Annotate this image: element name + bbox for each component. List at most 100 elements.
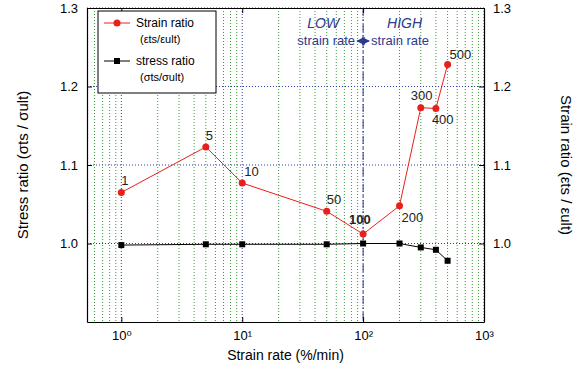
legend-marker <box>114 58 120 64</box>
legend-label: Strain ratio <box>136 16 194 30</box>
region-label: LOW <box>307 15 341 31</box>
minor-grid-line <box>344 8 345 322</box>
minor-grid-line <box>230 8 231 322</box>
legend-note: (σts/σult) <box>140 71 184 83</box>
tick: 10¹ <box>233 317 252 343</box>
tick-mark <box>363 8 364 13</box>
axis: 10⁰ 10¹ 10² 10³ <box>88 317 495 343</box>
legend-note: (εts/εult) <box>140 33 180 45</box>
data-point <box>239 241 245 247</box>
data-point <box>445 258 451 264</box>
data-point <box>324 241 330 247</box>
tick: 1.2 <box>60 79 92 94</box>
point-label: 100 <box>349 212 371 227</box>
tick-label: 10¹ <box>233 328 252 343</box>
point-label: 500 <box>450 47 472 62</box>
tick-label: 1.0 <box>493 236 511 251</box>
tick: 10² <box>354 317 373 343</box>
axis-line <box>88 322 485 323</box>
tick-label: 1.1 <box>493 158 511 173</box>
region-label: strain rate <box>297 33 355 48</box>
tick-label: 10⁰ <box>112 328 132 343</box>
tick-mark <box>479 244 484 245</box>
y2-axis-title: Strain ratio (εts / εult) <box>558 95 575 235</box>
tick-mark <box>479 165 484 166</box>
data-point <box>396 202 403 209</box>
point-label: 200 <box>402 210 424 225</box>
tick <box>363 8 364 13</box>
tick: 1.1 <box>479 158 511 173</box>
x-axis-title: Strain rate (%/min) <box>227 347 344 363</box>
tick-mark <box>363 317 364 322</box>
data-point <box>397 241 403 247</box>
axis: 1.0 1.1 1.2 1.3 <box>60 1 92 323</box>
tick: 10⁰ <box>112 317 132 343</box>
tick-label: 10³ <box>475 328 494 343</box>
data-point <box>418 244 424 250</box>
tick-mark <box>87 244 92 245</box>
point-label: 300 <box>411 88 433 103</box>
tick: 1.0 <box>479 236 511 251</box>
region-label: strain rate <box>371 33 429 48</box>
data-point <box>118 242 124 248</box>
tick-mark <box>87 8 92 9</box>
data-point <box>203 241 209 247</box>
tick-label: 1.2 <box>60 79 78 94</box>
point-label: 10 <box>244 164 258 179</box>
legend-box <box>98 11 216 93</box>
tick: 1.3 <box>60 1 92 16</box>
tick: 1.1 <box>60 158 92 173</box>
tick-label: 1.3 <box>60 1 78 16</box>
grid <box>87 8 484 322</box>
axis-line <box>88 8 485 9</box>
y-axis-title: Stress ratio (σts / σult) <box>14 91 31 240</box>
region-arrow <box>357 40 369 41</box>
point-label: 400 <box>432 112 454 127</box>
tick: 1.2 <box>479 79 511 94</box>
tick-label: 10² <box>354 328 373 343</box>
tick-mark <box>479 87 484 88</box>
grid-line <box>87 8 484 9</box>
plot: LOW strain rate HIGH strain rate 1 5 10 50 100 20… <box>60 1 511 344</box>
grid-line <box>363 8 364 322</box>
tick-mark <box>479 8 484 9</box>
legend-label: stress ratio <box>136 54 195 68</box>
legend: Strain ratio (εts/εult) stress ratio (σts/σ… <box>98 11 216 93</box>
tick <box>242 8 243 13</box>
data-point <box>444 61 451 68</box>
point-label: 50 <box>327 192 341 207</box>
minor-grid-line <box>94 8 95 322</box>
region-label: HIGH <box>387 15 423 31</box>
data-point <box>433 247 439 253</box>
tick-mark <box>242 8 243 13</box>
grid-line <box>87 165 484 166</box>
tick-mark <box>87 165 92 166</box>
data-point <box>360 231 367 238</box>
tick-label: 1.2 <box>493 79 511 94</box>
axis: 1.0 1.1 1.2 1.3 <box>479 1 511 323</box>
region-divider <box>363 8 364 322</box>
axis-line <box>484 9 485 323</box>
legend-marker <box>114 20 121 27</box>
point-label: 1 <box>121 173 128 188</box>
tick-mark <box>121 317 122 322</box>
point-label: 5 <box>206 128 213 143</box>
data-point <box>118 189 125 196</box>
tick-label: 1.3 <box>493 1 511 16</box>
grid-line <box>242 8 243 322</box>
tick-mark <box>242 317 243 322</box>
data-point <box>239 180 246 187</box>
data-point <box>432 105 439 112</box>
minor-grid-line <box>278 8 279 322</box>
data-point <box>417 104 424 111</box>
minor-grid-line <box>478 8 479 322</box>
tick-label: 1.1 <box>60 158 78 173</box>
tick: 1.0 <box>60 236 92 251</box>
tick-label: 1.0 <box>60 236 78 251</box>
data-point <box>202 143 209 150</box>
chart: LOW strain rate HIGH strain rate 1 5 10 50 100 20… <box>0 0 583 370</box>
data-point <box>360 241 366 247</box>
data-point <box>323 208 330 215</box>
tick: 1.3 <box>479 1 511 16</box>
tick-mark <box>87 87 92 88</box>
